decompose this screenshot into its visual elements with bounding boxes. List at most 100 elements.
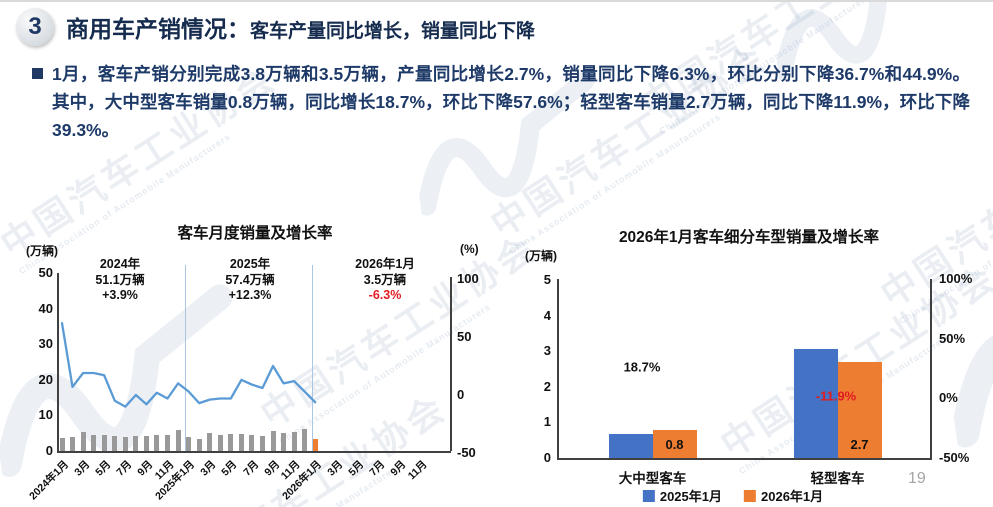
- left-y-tick-label: 1: [543, 414, 551, 430]
- slide-title-main: 商用车产销情况：: [66, 16, 250, 42]
- category-label: 轻型客车: [810, 471, 865, 486]
- left-y-tick-label: 3: [543, 343, 551, 359]
- bar-2026年1月-大中型客车: [652, 429, 697, 458]
- left-y-tick-label: 0: [45, 443, 53, 458]
- left-y-tick-label: 10: [38, 407, 53, 423]
- annotation-volume: 57.4万辆: [225, 272, 275, 287]
- x-tick-label: 9月: [388, 458, 409, 479]
- x-tick-label: 3月: [198, 458, 219, 479]
- page-number: 19: [908, 470, 926, 487]
- annotation-year: 2026年1月: [355, 257, 415, 271]
- monthly-sales-bar: [143, 436, 149, 451]
- annotation-growth: +3.9%: [102, 288, 138, 303]
- summary-paragraph: 1月，客车产销分别完成3.8万辆和3.5万辆，产量同比增长2.7%，销量同比下降…: [52, 64, 970, 140]
- bar-2025年1月-轻型客车: [793, 349, 838, 458]
- monthly-sales-bar: [112, 436, 118, 451]
- x-tick-label: 5月: [219, 458, 240, 479]
- right-chart-plot-area: 0 1 2 3 4 5 -50% 0% 50% 100% 0.8 大中型客车 2.7 轻型客车 18.7% -…: [505, 215, 993, 507]
- left-y-tick-label: 20: [38, 371, 53, 387]
- x-tick-label: 5月: [93, 458, 114, 479]
- bar-2025年1月-大中型客车: [608, 434, 653, 458]
- monthly-sales-bar: [249, 435, 255, 451]
- right-y-tick-label: -50%: [939, 450, 970, 465]
- left-y-tick-label: 50: [38, 265, 53, 280]
- right-chart-title: 2026年1月客车细分车型销量及增长率: [618, 229, 880, 246]
- x-tick-label: 7月: [367, 458, 388, 479]
- legend-item: 2025年1月: [642, 486, 722, 505]
- monthly-sales-bar: [175, 430, 181, 451]
- x-tick-label: 9月: [135, 458, 156, 479]
- left-y-tick-label: 40: [38, 300, 53, 316]
- x-tick-label: 9月: [261, 458, 282, 479]
- monthly-sales-bar: [196, 438, 202, 451]
- monthly-sales-bar: [70, 436, 76, 451]
- x-axis-line: [557, 458, 932, 460]
- annotation-volume: 3.5万辆: [363, 272, 407, 287]
- year-separator-line: [311, 265, 313, 451]
- monthly-sales-bar: [291, 432, 297, 451]
- legend-swatch: [642, 489, 655, 502]
- left-chart-right-axis-unit: (%): [460, 242, 479, 256]
- chart-legend: 2025年1月 2026年1月: [642, 486, 823, 505]
- annotation-growth: -6.3%: [368, 288, 402, 303]
- left-y-tick-label: 5: [543, 272, 551, 287]
- year-separator-line: [185, 265, 187, 451]
- left-y-axis-line: [557, 279, 559, 458]
- year-annotation: 2026年1月 3.5万辆 -6.3%: [355, 257, 415, 304]
- growth-rate-label: 18.7%: [623, 359, 661, 375]
- bar-2026年1月-轻型客车: [837, 361, 882, 458]
- legend-swatch: [744, 489, 756, 502]
- monthly-sales-bar: [186, 437, 192, 451]
- bullet-square-icon: [32, 68, 43, 79]
- left-chart-plot-area: 0 10 20 30 40 50 -50 0 50 100 2024年1月 3月 5月 7月 9月 11月 20…: [8, 215, 502, 507]
- category-label: 大中型客车: [618, 471, 687, 486]
- left-y-tick-label: 30: [38, 336, 53, 352]
- bar-value-label: 0.8: [665, 437, 684, 452]
- left-chart-left-axis-unit: (万辆): [26, 244, 58, 258]
- section-number-badge: 3: [16, 8, 54, 46]
- legend-label: 2026年1月: [761, 489, 824, 504]
- monthly-sales-bar: [101, 435, 107, 451]
- x-tick-label: 11月: [405, 458, 430, 483]
- bar-value-label: 2.7: [850, 437, 869, 452]
- left-y-tick-label: 0: [543, 450, 551, 465]
- x-tick-label: 5月: [346, 458, 367, 479]
- year-annotation: 2025年 57.4万辆 +12.3%: [225, 257, 274, 304]
- left-y-tick-label: 2: [543, 378, 551, 394]
- annotation-year: 2025年: [229, 257, 271, 271]
- right-y-tick-label: 0%: [939, 390, 958, 406]
- monthly-sales-bar: [59, 438, 65, 451]
- summary-block: 1月，客车产销分别完成3.8万辆和3.5万辆，产量同比增长2.7%，销量同比下降…: [32, 60, 970, 144]
- year-annotation: 2024年 51.1万辆 +3.9%: [95, 257, 144, 304]
- monthly-sales-bar: [154, 435, 160, 451]
- monthly-sales-bar: [133, 436, 139, 451]
- slide-title-sub: 客车产量同比增长，销量同比下降: [250, 21, 536, 42]
- annotation-growth: +12.3%: [228, 288, 272, 303]
- monthly-sales-bar: [259, 435, 265, 451]
- monthly-sales-bar: [207, 432, 213, 451]
- x-tick-label: 3月: [325, 458, 346, 479]
- monthly-sales-bar: [122, 437, 128, 451]
- annotation-volume: 51.1万辆: [95, 272, 145, 287]
- monthly-sales-bar: [217, 434, 223, 451]
- right-y-tick-label: -50: [457, 445, 476, 460]
- monthly-sales-bar: [80, 432, 86, 451]
- legend-item: 2026年1月: [744, 486, 823, 505]
- monthly-sales-bar: [302, 428, 308, 451]
- segment-sales-growth-chart: 2026年1月客车细分车型销量及增长率 (万辆) 0 1 2 3 4 5 -50% 0% 50%…: [505, 215, 993, 507]
- x-tick-label: 7月: [240, 458, 261, 479]
- monthly-sales-bar: [312, 438, 318, 451]
- right-y-tick-label: 50%: [939, 330, 966, 346]
- right-y-tick-label: 100: [457, 271, 479, 286]
- left-y-axis-line: [57, 273, 59, 451]
- monthly-sales-bar: [270, 430, 276, 451]
- slide-title: 商用车产销情况：客车产量同比增长，销量同比下降: [66, 10, 535, 44]
- right-y-tick-label: 0: [457, 387, 465, 402]
- monthly-sales-bar: [165, 434, 170, 451]
- right-y-tick-label: 50: [457, 329, 472, 344]
- right-y-tick-label: 100%: [939, 271, 973, 286]
- x-tick-label: 3月: [71, 458, 92, 479]
- legend-label: 2025年1月: [659, 489, 722, 504]
- slide-header: 3 商用车产销情况：客车产量同比增长，销量同比下降: [16, 8, 535, 46]
